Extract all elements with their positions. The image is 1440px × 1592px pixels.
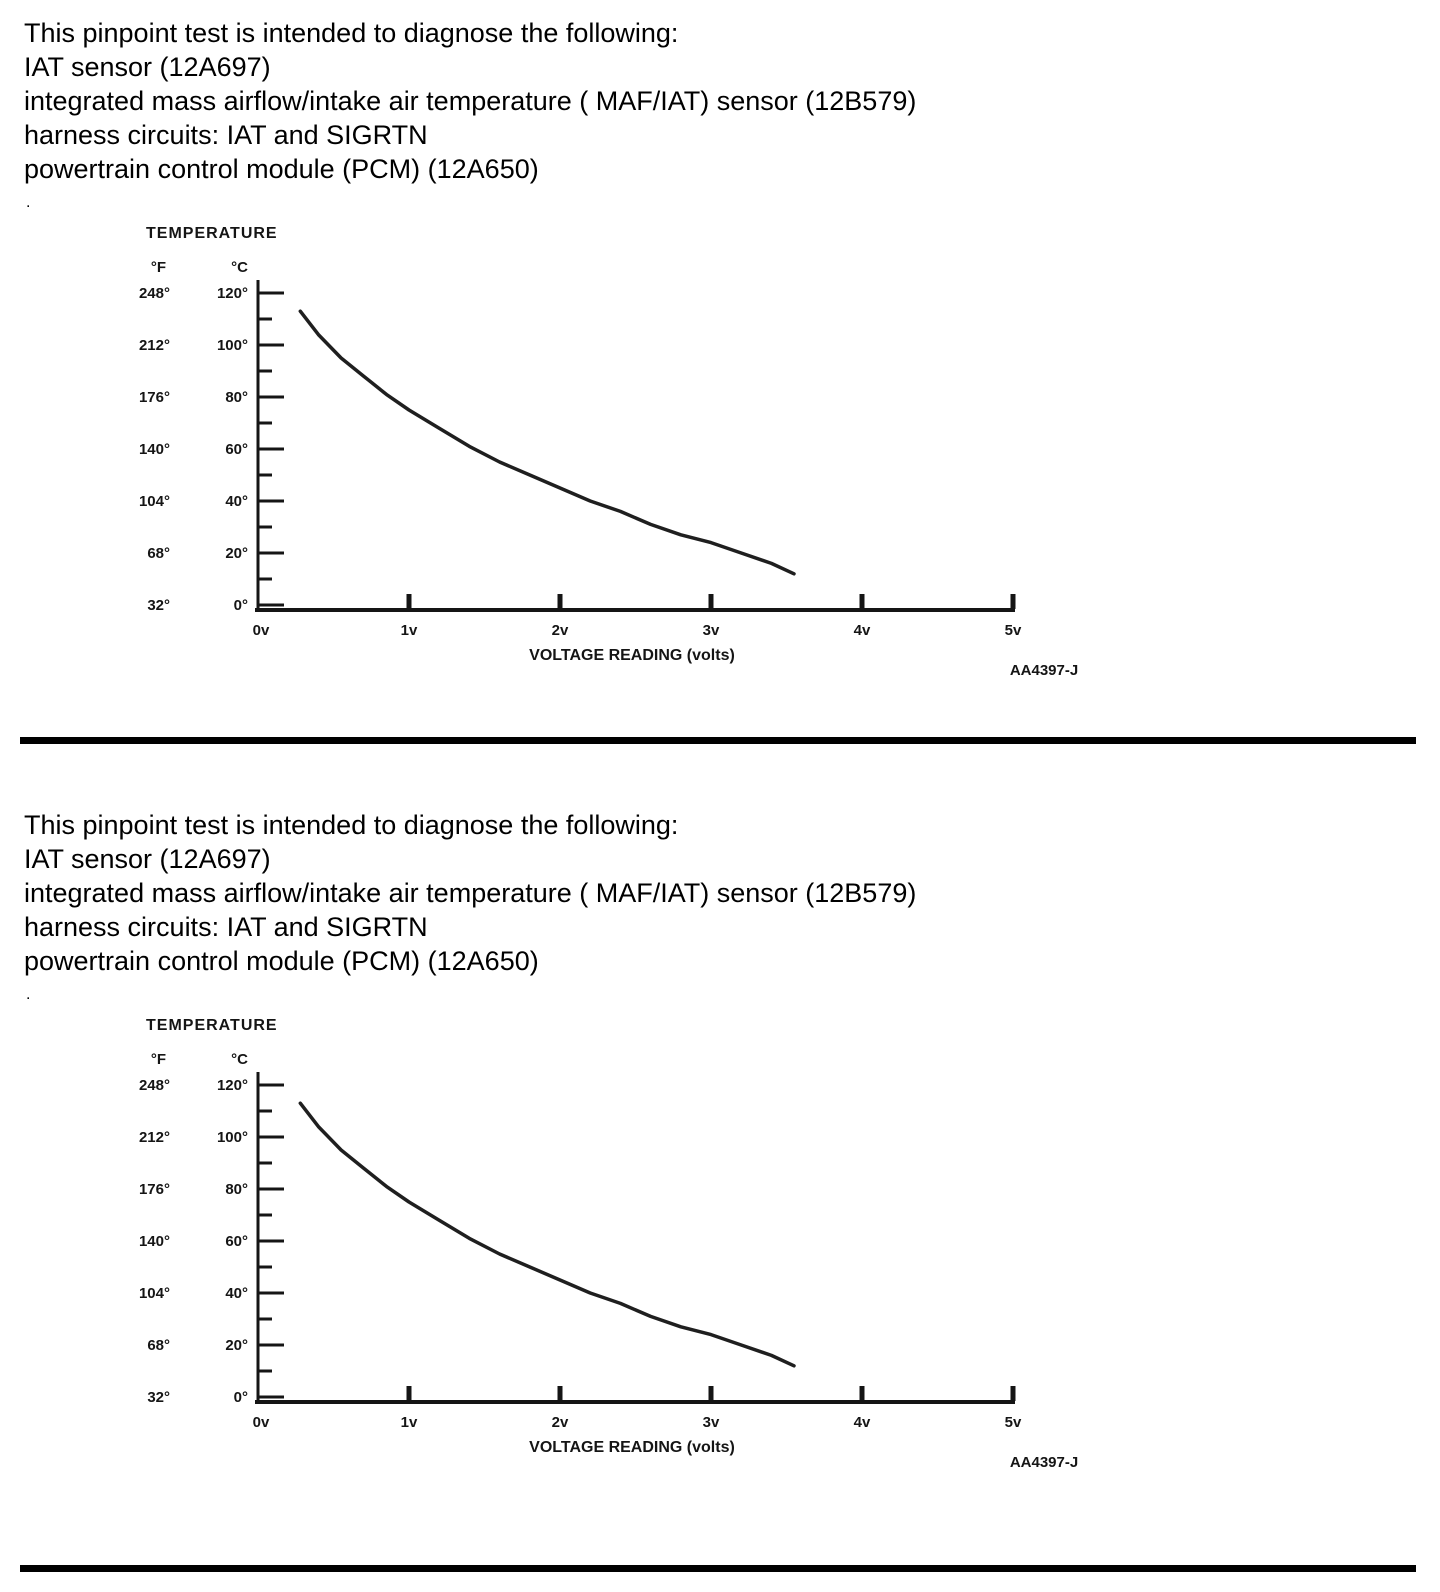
section-1: This pinpoint test is intended to diagno… xyxy=(0,0,1440,685)
svg-text:5v: 5v xyxy=(1005,622,1022,639)
intro-line: integrated mass airflow/intake air tempe… xyxy=(24,878,917,908)
svg-text:140°: 140° xyxy=(139,1233,170,1250)
svg-text:80°: 80° xyxy=(225,1181,248,1198)
intro-line: This pinpoint test is intended to diagno… xyxy=(24,810,679,840)
svg-text:4v: 4v xyxy=(854,1414,871,1431)
temperature-voltage-chart-svg: TEMPERATURE °F °C 120° 248° 100° 212° 80° 176° 60… xyxy=(139,1017,1078,1471)
svg-text:140°: 140° xyxy=(139,441,170,458)
svg-text:2v: 2v xyxy=(552,622,569,639)
svg-text:0°: 0° xyxy=(234,1389,248,1406)
stray-period: . xyxy=(26,986,31,1003)
svg-text:100°: 100° xyxy=(217,1129,248,1146)
svg-text:60°: 60° xyxy=(225,441,248,458)
svg-text:176°: 176° xyxy=(139,389,170,406)
svg-text:1v: 1v xyxy=(401,622,418,639)
svg-text:0°: 0° xyxy=(234,597,248,614)
svg-text:120°: 120° xyxy=(217,1077,248,1094)
svg-text:176°: 176° xyxy=(139,1181,170,1198)
svg-text:100°: 100° xyxy=(217,337,248,354)
temperature-voltage-chart-svg: TEMPERATURE °F °C 120° 248° 100° 212° 80° 176° 60… xyxy=(139,225,1078,679)
svg-text:68°: 68° xyxy=(147,1337,170,1354)
diagnosis-intro: This pinpoint test is intended to diagno… xyxy=(24,808,1416,978)
svg-text:3v: 3v xyxy=(703,1414,720,1431)
svg-text:TEMPERATURE: TEMPERATURE xyxy=(146,225,278,242)
svg-text:40°: 40° xyxy=(225,1285,248,1302)
svg-text:120°: 120° xyxy=(217,285,248,302)
svg-text:20°: 20° xyxy=(225,545,248,562)
svg-text:VOLTAGE READING (volts): VOLTAGE READING (volts) xyxy=(529,1439,735,1456)
svg-text:VOLTAGE READING (volts): VOLTAGE READING (volts) xyxy=(529,647,735,664)
svg-text:104°: 104° xyxy=(139,1285,170,1302)
svg-text:40°: 40° xyxy=(225,493,248,510)
svg-text:20°: 20° xyxy=(225,1337,248,1354)
svg-text:1v: 1v xyxy=(401,1414,418,1431)
svg-text:°F: °F xyxy=(151,1051,166,1068)
section-divider xyxy=(20,737,1416,744)
svg-text:32°: 32° xyxy=(147,1389,170,1406)
svg-text:3v: 3v xyxy=(703,622,720,639)
svg-text:AA4397-J: AA4397-J xyxy=(1010,662,1078,679)
temperature-voltage-chart: TEMPERATURE °F °C 120° 248° 100° 212° 80° 176° 60… xyxy=(122,1012,1202,1477)
svg-text:68°: 68° xyxy=(147,545,170,562)
svg-text:80°: 80° xyxy=(225,389,248,406)
svg-text:°C: °C xyxy=(231,1051,248,1068)
svg-text:°F: °F xyxy=(151,259,166,276)
svg-text:0v: 0v xyxy=(253,1414,270,1431)
section-divider xyxy=(20,1565,1416,1572)
svg-text:60°: 60° xyxy=(225,1233,248,1250)
svg-text:212°: 212° xyxy=(139,1129,170,1146)
svg-text:0v: 0v xyxy=(253,622,270,639)
svg-text:°C: °C xyxy=(231,259,248,276)
intro-line: powertrain control module (PCM) (12A650) xyxy=(24,946,539,976)
section-2: This pinpoint test is intended to diagno… xyxy=(0,744,1440,1477)
svg-text:248°: 248° xyxy=(139,1077,170,1094)
svg-text:248°: 248° xyxy=(139,285,170,302)
svg-text:AA4397-J: AA4397-J xyxy=(1010,1454,1078,1471)
intro-line: IAT sensor (12A697) xyxy=(24,52,271,82)
intro-line: powertrain control module (PCM) (12A650) xyxy=(24,154,539,184)
svg-text:TEMPERATURE: TEMPERATURE xyxy=(146,1017,278,1034)
svg-text:5v: 5v xyxy=(1005,1414,1022,1431)
intro-line: This pinpoint test is intended to diagno… xyxy=(24,18,679,48)
diagnosis-intro: This pinpoint test is intended to diagno… xyxy=(24,16,1416,186)
intro-line: harness circuits: IAT and SIGRTN xyxy=(24,120,428,150)
stray-period: . xyxy=(26,194,31,211)
svg-text:4v: 4v xyxy=(854,622,871,639)
svg-text:212°: 212° xyxy=(139,337,170,354)
svg-text:32°: 32° xyxy=(147,597,170,614)
intro-line: IAT sensor (12A697) xyxy=(24,844,271,874)
intro-line: integrated mass airflow/intake air tempe… xyxy=(24,86,917,116)
temperature-voltage-chart: TEMPERATURE °F °C 120° 248° 100° 212° 80° 176° 60… xyxy=(122,220,1202,685)
svg-text:2v: 2v xyxy=(552,1414,569,1431)
intro-line: harness circuits: IAT and SIGRTN xyxy=(24,912,428,942)
svg-text:104°: 104° xyxy=(139,493,170,510)
